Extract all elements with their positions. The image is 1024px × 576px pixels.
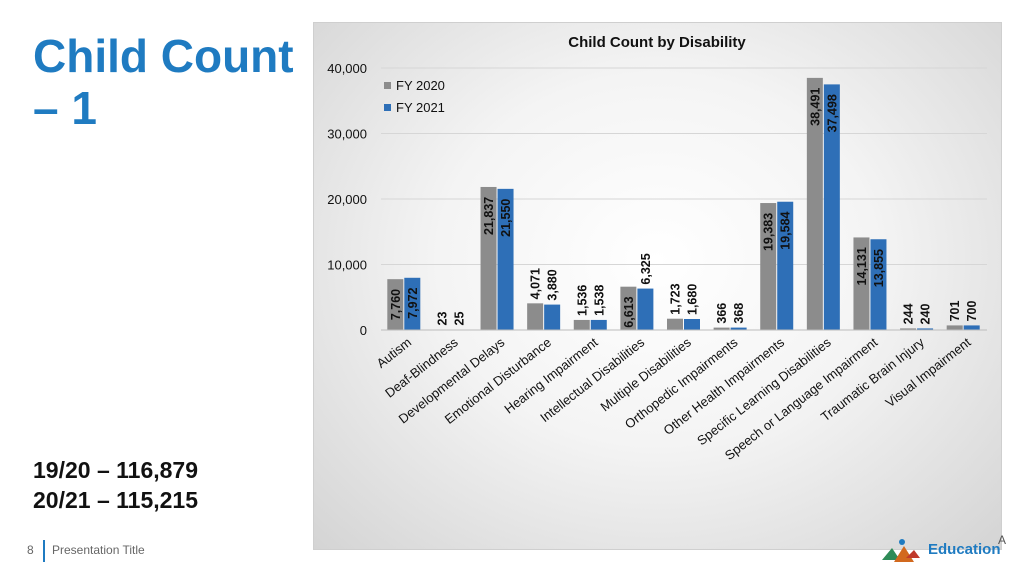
footer-title: Presentation Title [52,543,145,557]
bar [806,77,823,331]
chart-frame: Child Count by Disability 0 10,000 20,000 30… [313,22,1002,550]
data-label: 38,491 [808,88,822,126]
bar [900,328,917,330]
data-label: 366 [715,303,729,324]
y-tick-label: 30,000 [327,127,367,142]
bar [684,318,700,330]
y-tick-label: 10,000 [327,258,367,273]
data-label: 701 [948,301,962,322]
data-label: 19,383 [762,213,776,251]
data-label: 13,855 [872,249,886,287]
data-label: 21,837 [482,197,496,235]
data-label: 4,071 [529,268,543,299]
data-label: 19,584 [779,211,793,249]
bar [963,325,980,330]
legend-label: FY 2020 [396,78,445,93]
slide-title: Child Count – 1 [33,30,294,134]
bar [637,288,654,330]
data-label: 7,760 [389,289,403,320]
data-label: 6,613 [622,296,636,327]
data-label: 368 [732,303,746,324]
x-tick-label: Autism [374,335,415,371]
data-label: 7,972 [406,287,420,318]
bar [544,304,561,330]
y-tick-label: 20,000 [327,192,367,207]
total-2021: 20/21 – 115,215 [33,487,198,513]
bar [870,239,887,330]
logo-text: Education [928,541,1001,558]
legend-swatch [384,104,391,111]
page-number: 8 [27,543,34,557]
data-label: 240 [919,304,933,325]
bar [823,84,840,331]
bar [760,203,777,330]
bar [730,327,747,330]
bar [480,186,497,330]
legend-label: FY 2021 [396,100,445,115]
footer-divider [43,540,45,562]
total-1920: 19/20 – 116,879 [33,457,198,483]
bar [667,318,683,330]
bar [917,328,934,330]
data-label: 3,880 [546,269,560,300]
logo-extra: A [998,533,1007,547]
chart-title: Child Count by Disability [568,34,746,51]
data-label: 14,131 [855,247,869,285]
data-label: 700 [965,301,979,322]
data-label: 1,538 [592,285,606,316]
legend-swatch [384,82,391,89]
data-label: 25 [452,312,466,326]
bar [387,279,404,330]
data-label: 6,325 [639,253,653,284]
bar [853,237,870,330]
bar [713,327,730,330]
logo: Education A [878,532,1018,572]
bar [946,325,963,330]
data-label: 1,723 [669,283,683,314]
data-label: 1,536 [575,285,589,316]
x-tick-label: Visual Impairment [882,334,973,410]
data-label: 21,550 [499,199,513,237]
bar [620,286,637,330]
y-tick-label: 40,000 [327,61,367,76]
bar [777,201,794,330]
bar [404,277,421,330]
bar [590,319,607,330]
logo-icon [882,539,920,562]
data-label: 23 [435,312,449,326]
data-label: 1,680 [686,284,700,315]
bar-chart: Child Count by Disability 0 10,000 20,000 30… [327,34,987,463]
bar [527,303,544,330]
bar [573,319,590,330]
data-label: 244 [902,303,916,324]
y-tick-label: 0 [360,323,367,338]
data-label: 37,498 [825,94,839,132]
totals-block: 19/20 – 116,879 20/21 – 115,215 [33,455,198,515]
bar [497,188,514,330]
